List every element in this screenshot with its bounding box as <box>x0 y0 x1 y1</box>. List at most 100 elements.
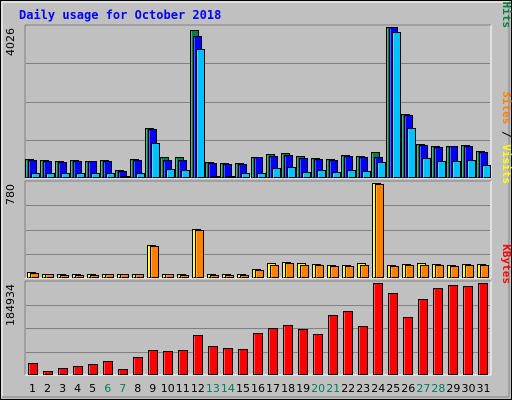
x-tick-label-23: 23 <box>356 382 370 395</box>
bar-kbytes-day-25 <box>388 293 398 375</box>
x-tick-label-26: 26 <box>401 382 415 395</box>
y-axis-max-label: 780 <box>4 184 17 205</box>
bar-sites-day-14 <box>225 275 234 278</box>
x-tick-label-12: 12 <box>191 382 205 395</box>
bar-kbytes-day-7 <box>118 369 128 375</box>
bar-sites-day-16 <box>255 270 264 278</box>
side-legend-label: Sites / Visits <box>500 91 512 184</box>
bar-pages-day-7 <box>121 176 130 178</box>
x-tick-label-5: 5 <box>89 382 96 395</box>
x-tick-label-1: 1 <box>29 382 36 395</box>
bar-kbytes-day-11 <box>178 350 188 375</box>
bar-sites-day-2 <box>45 274 54 278</box>
x-tick-label-8: 8 <box>134 382 141 395</box>
bar-kbytes-day-28 <box>433 288 443 375</box>
x-tick-label-25: 25 <box>386 382 400 395</box>
x-tick-label-7: 7 <box>119 382 126 395</box>
bar-kbytes-day-9 <box>148 350 158 375</box>
bar-pages-day-6 <box>106 173 115 178</box>
bar-pages-day-11 <box>181 170 190 178</box>
chart-title: Daily usage for October 2018 <box>19 8 221 22</box>
bar-sites-day-28 <box>435 265 444 278</box>
side-legend-part: Visits <box>500 144 512 184</box>
bar-sites-day-10 <box>165 274 174 278</box>
bar-kbytes-day-4 <box>73 366 83 375</box>
x-tick-label-20: 20 <box>311 382 325 395</box>
bar-kbytes-day-17 <box>268 328 278 375</box>
x-tick-label-17: 17 <box>266 382 280 395</box>
bar-pages-day-8 <box>136 173 145 178</box>
side-legend-part: KBytes <box>500 244 512 284</box>
x-tick-label-27: 27 <box>416 382 430 395</box>
bar-pages-day-10 <box>166 169 175 178</box>
bar-pages-day-9 <box>151 143 160 178</box>
bar-kbytes-day-22 <box>343 311 353 375</box>
bar-sites-day-5 <box>90 275 99 278</box>
bar-kbytes-day-18 <box>283 325 293 375</box>
bar-sites-day-17 <box>270 265 279 278</box>
bar-kbytes-day-19 <box>298 329 308 375</box>
bar-kbytes-day-26 <box>403 317 413 375</box>
side-legend-part: Sites <box>500 91 512 124</box>
bar-kbytes-day-23 <box>358 326 368 375</box>
y-axis-max-label: 4026 <box>4 28 17 56</box>
bar-pages-day-3 <box>61 173 70 178</box>
x-tick-label-22: 22 <box>341 382 355 395</box>
bar-sites-day-6 <box>105 274 114 278</box>
x-tick-label-29: 29 <box>446 382 460 395</box>
bar-pages-day-16 <box>257 173 266 178</box>
bar-sites-day-3 <box>60 275 69 278</box>
bar-pages-day-14 <box>226 176 235 178</box>
x-tick-label-24: 24 <box>371 382 385 395</box>
bar-pages-day-5 <box>91 173 100 178</box>
panel-background <box>25 181 491 278</box>
x-tick-label-10: 10 <box>161 382 175 395</box>
bar-pages-day-28 <box>437 161 446 178</box>
bar-sites-day-21 <box>330 266 339 278</box>
bar-sites-day-19 <box>300 265 309 278</box>
bar-pages-day-25 <box>392 32 401 178</box>
bar-pages-day-13 <box>211 176 220 178</box>
side-legend-part: / <box>500 0 512 2</box>
bar-sites-day-23 <box>360 265 369 278</box>
bar-pages-day-21 <box>332 172 341 178</box>
bar-sites-day-7 <box>120 274 129 278</box>
bar-pages-day-19 <box>302 172 311 178</box>
panel-kbytes: 184934 KBytes <box>4 244 512 376</box>
x-tick-label-14: 14 <box>221 382 235 395</box>
bar-pages-day-18 <box>287 167 296 178</box>
bar-sites-day-31 <box>480 265 489 278</box>
bar-sites-day-15 <box>240 275 249 278</box>
bar-kbytes-day-24 <box>373 283 383 375</box>
x-tick-label-11: 11 <box>176 382 190 395</box>
bar-kbytes-day-16 <box>253 333 263 375</box>
x-tick-label-15: 15 <box>236 382 250 395</box>
bar-kbytes-day-1 <box>28 363 38 375</box>
bar-pages-day-29 <box>452 161 461 178</box>
bar-kbytes-day-2 <box>43 371 53 375</box>
bar-sites-day-12 <box>195 230 204 278</box>
x-tick-label-30: 30 <box>462 382 476 395</box>
bar-pages-day-30 <box>467 160 476 178</box>
bar-pages-day-23 <box>362 171 371 178</box>
bar-pages-day-2 <box>46 173 55 178</box>
panels-layer: 4026 Pages / Files / Hits 780 Sites / Visit… <box>4 0 512 376</box>
bar-pages-day-31 <box>482 165 491 178</box>
y-axis-max-label: 184934 <box>4 284 17 326</box>
side-legend-part: Hits <box>500 2 512 29</box>
bar-pages-day-20 <box>317 170 326 178</box>
bar-kbytes-day-10 <box>163 351 173 375</box>
x-tick-label-2: 2 <box>44 382 51 395</box>
bar-sites-day-24 <box>375 184 384 278</box>
bar-pages-day-12 <box>196 49 205 178</box>
bar-pages-day-15 <box>241 173 250 178</box>
x-tick-label-19: 19 <box>296 382 310 395</box>
x-tick-label-6: 6 <box>104 382 111 395</box>
bar-pages-day-1 <box>31 173 40 178</box>
x-tick-label-4: 4 <box>74 382 81 395</box>
x-tick-label-31: 31 <box>477 382 491 395</box>
bar-sites-day-18 <box>285 263 294 278</box>
panel-pages-files-hits: 4026 Pages / Files / Hits <box>4 0 512 179</box>
